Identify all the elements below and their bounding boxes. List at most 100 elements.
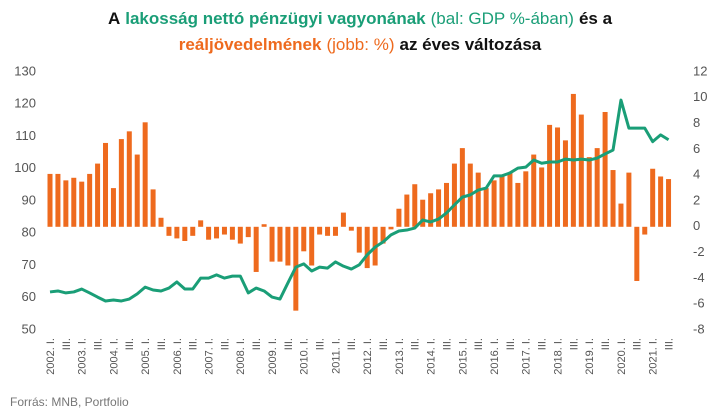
y2-tick-label: 2 [693, 192, 700, 207]
x-tick-label: III. [568, 338, 580, 350]
bar [63, 180, 69, 227]
bar [586, 157, 592, 227]
y-tick-label: 80 [22, 225, 36, 240]
bar [451, 163, 457, 227]
bar [277, 226, 283, 262]
x-tick-label: 2018. I. [552, 338, 564, 375]
y-tick-label: 60 [22, 289, 36, 304]
source: Forrás: MNB, Portfolio [10, 395, 129, 409]
line [49, 98, 670, 303]
bar [642, 226, 648, 235]
x-tick-label: 2020. I. [616, 338, 628, 375]
title-part: és a [579, 9, 613, 28]
bar [547, 124, 553, 227]
x-tick-label: 2006. I. [172, 338, 184, 375]
bar [190, 226, 196, 236]
bar [126, 131, 132, 227]
bar [71, 177, 77, 227]
bar [499, 176, 505, 227]
title-part: lakosság nettó pénzügyi vagyonának [125, 9, 426, 28]
y-tick-label: 130 [14, 63, 36, 78]
x-tick-label: 2007. I. [204, 338, 216, 375]
x-tick-label: 2017. I. [521, 338, 533, 375]
x-tick-label: III. [92, 338, 104, 350]
x-tick-label: III. [632, 338, 644, 350]
bar [182, 226, 188, 241]
y2-tick-label: 12 [693, 63, 707, 78]
bar [364, 226, 370, 269]
bar [229, 226, 235, 240]
bar [610, 170, 616, 227]
bar [396, 208, 402, 227]
bar [269, 226, 275, 262]
bar [221, 226, 227, 235]
bar [332, 226, 338, 236]
bar [206, 226, 212, 240]
bar [198, 220, 204, 227]
bar [134, 154, 140, 227]
x-tick-label: III. [219, 338, 231, 350]
bar [253, 226, 259, 272]
bar [626, 172, 632, 227]
bar [317, 226, 323, 235]
title-part: (jobb: %) [326, 35, 394, 54]
x-tick-label: 2013. I. [394, 338, 406, 375]
y2-tick-label: 4 [693, 167, 700, 182]
title-part: reáljövedelmének [179, 35, 322, 54]
bar [618, 203, 624, 227]
bar [245, 226, 251, 238]
bar [237, 226, 243, 244]
bar [356, 226, 362, 253]
y-tick-label: 100 [14, 160, 36, 175]
bar [515, 182, 521, 227]
bar [285, 226, 291, 266]
x-tick-label: 2004. I. [108, 338, 120, 375]
x-tick-label: III. [600, 338, 612, 350]
bar [444, 182, 449, 227]
x-tick-label: 2011. I. [330, 338, 342, 374]
bar [523, 171, 529, 227]
y2-tick-label: 0 [693, 218, 700, 233]
title-part: az éves változása [399, 35, 541, 54]
bar [578, 114, 584, 227]
y2-tick-label: 6 [693, 141, 700, 156]
title-part: (bal: GDP %-ában) [431, 9, 574, 28]
y-tick-label: 70 [22, 257, 36, 272]
x-tick-label: III. [663, 338, 675, 350]
x-tick-label: 2021. I. [648, 338, 660, 375]
x-tick-label: III. [537, 338, 549, 350]
x-tick-label: 2015. I. [457, 338, 469, 375]
x-tick-label: III. [505, 338, 517, 350]
bar [87, 173, 93, 227]
y2-tick-label: 10 [693, 89, 707, 104]
bar [666, 179, 672, 227]
bar [325, 226, 331, 236]
x-tick-label: III. [441, 338, 453, 350]
x-tick-label: III. [283, 338, 295, 350]
x-tick-label: III. [410, 338, 422, 350]
bar [174, 226, 180, 239]
x-tick-label: 2008. I. [235, 338, 247, 375]
bar [340, 212, 346, 227]
x-tick-label: III. [473, 338, 485, 350]
bar [79, 181, 85, 227]
bar [650, 168, 656, 227]
y-tick-label: 120 [14, 96, 36, 111]
bar [214, 226, 220, 239]
y-tick-label: 110 [15, 128, 36, 143]
bar [658, 176, 664, 227]
bar [110, 188, 116, 227]
y2-tick-label: -4 [693, 270, 705, 285]
y2-tick-label: 8 [693, 115, 700, 130]
bar [158, 217, 164, 227]
bar [531, 154, 537, 227]
bar [634, 226, 640, 281]
x-tick-label: 2005. I. [140, 338, 152, 375]
x-tick-label: 2019. I. [584, 338, 596, 375]
bar [301, 226, 307, 252]
x-tick-label: III. [188, 338, 200, 350]
bar [475, 172, 481, 227]
bar [602, 111, 608, 227]
